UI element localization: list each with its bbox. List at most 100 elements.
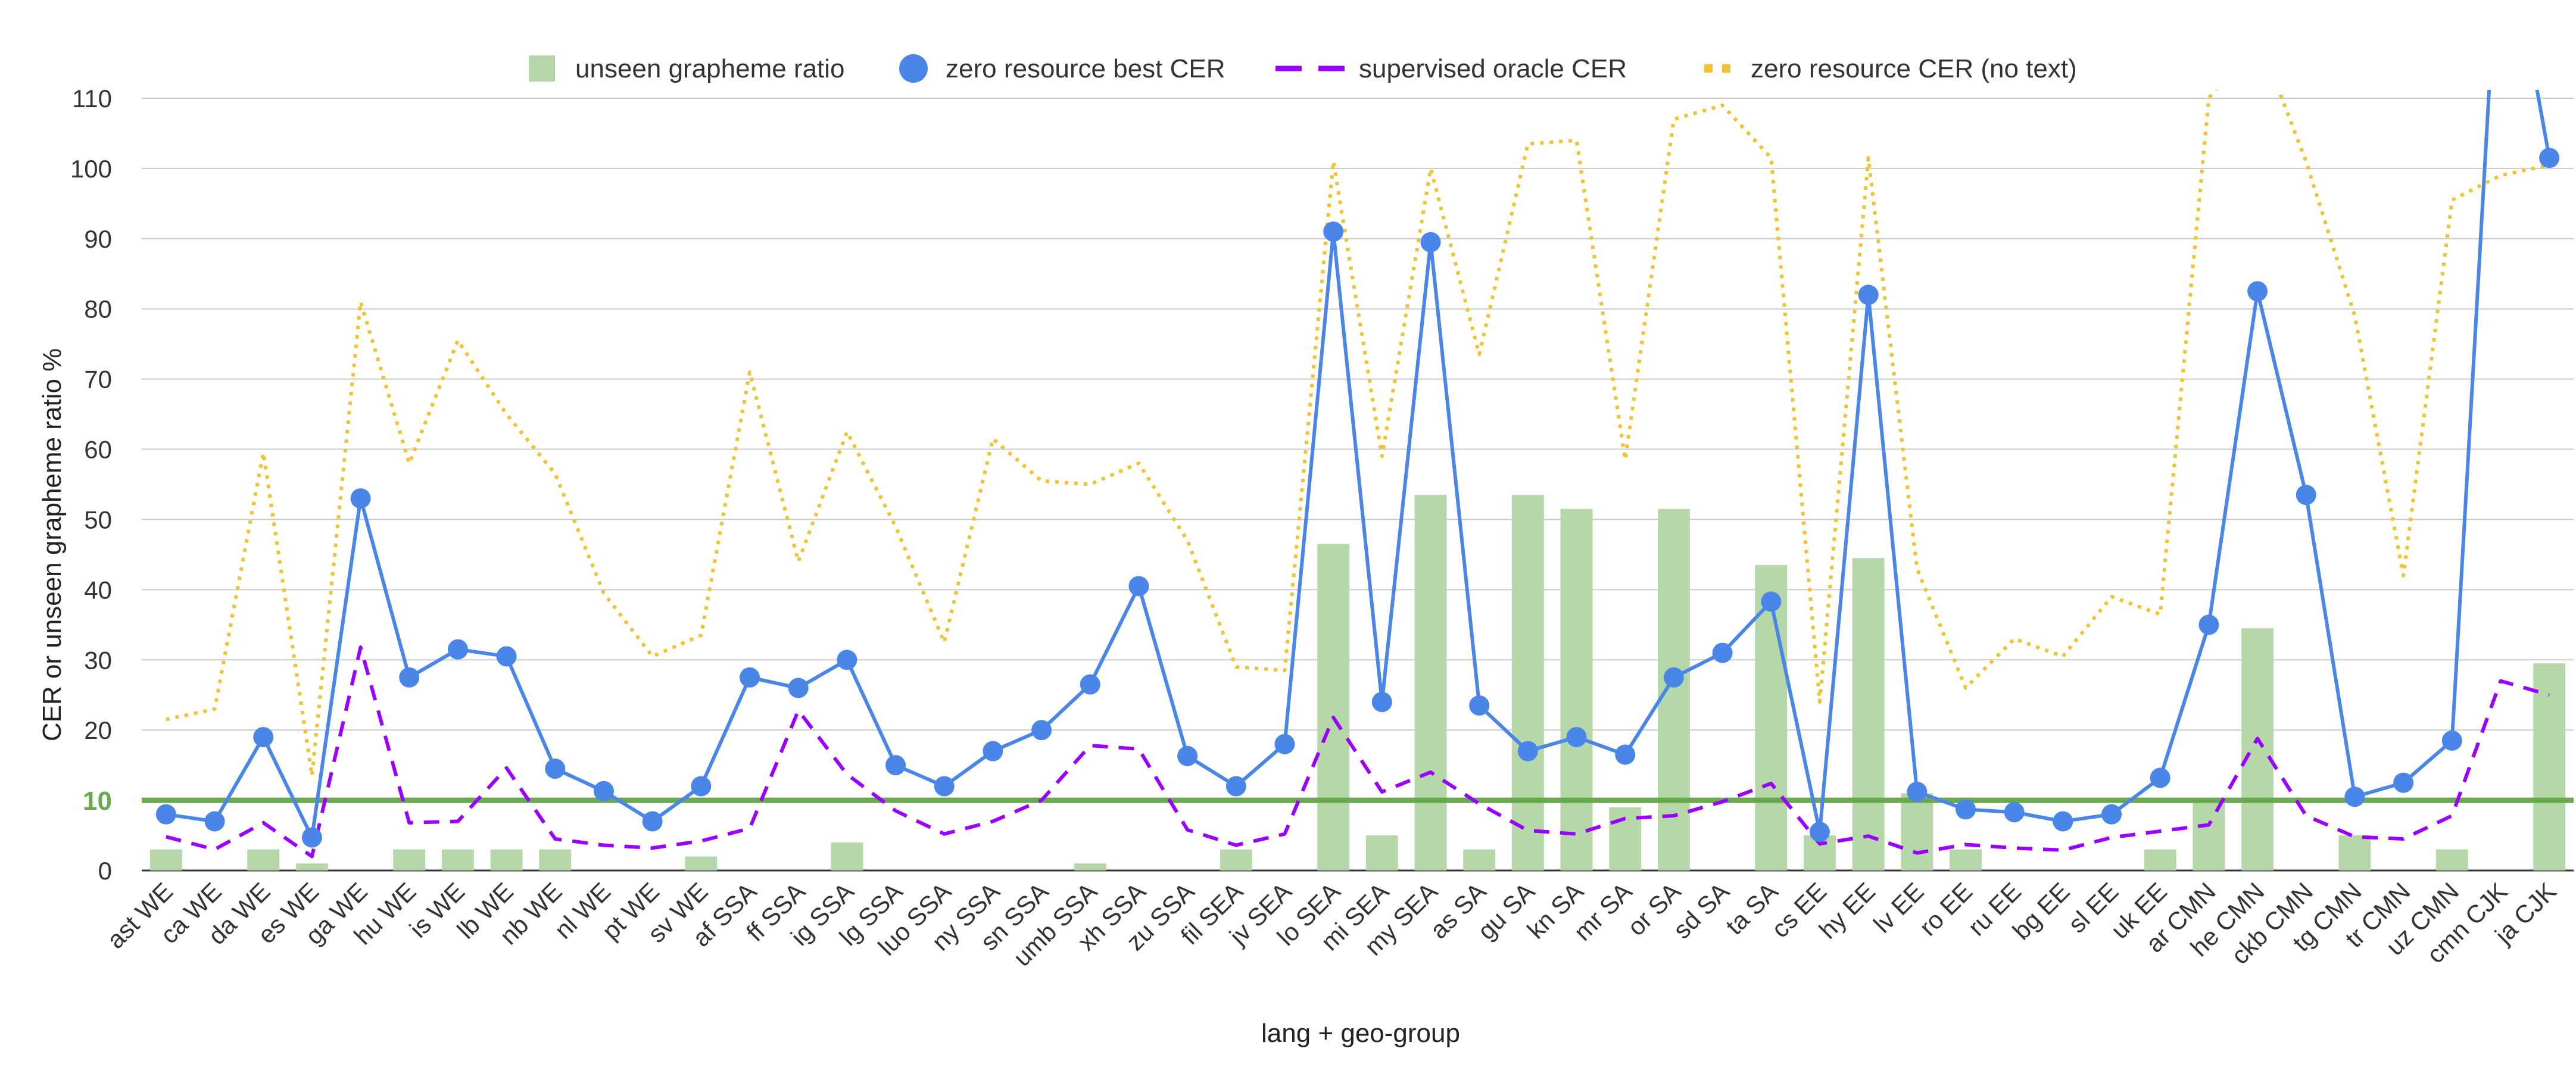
y-tick-label-100: 100	[70, 155, 112, 183]
marker-sn-SSA	[1031, 720, 1052, 741]
bar-uk-EE	[2144, 849, 2176, 870]
marker-ro-EE	[1956, 799, 1976, 820]
marker-or-SA	[1663, 667, 1684, 688]
marker-mi-SEA	[1371, 692, 1392, 713]
y-tick-label-60: 60	[84, 436, 112, 464]
bar-ig-SSA	[831, 842, 863, 870]
marker-ar-CMN	[2198, 614, 2219, 635]
marker-ckb-CMN	[2296, 485, 2316, 506]
y-tick-label-90: 90	[84, 225, 112, 253]
bar-ja-CJK	[2533, 663, 2566, 870]
marker-ig-SSA	[837, 650, 857, 670]
marker-sd-SA	[1712, 642, 1733, 663]
bar-is-WE	[441, 849, 474, 870]
marker-my-SEA	[1420, 232, 1441, 252]
marker-bg-EE	[2053, 811, 2073, 832]
bar-tg-CMN	[2338, 835, 2371, 870]
bar-ast-WE	[149, 849, 182, 870]
bar-ar-CMN	[2193, 800, 2225, 870]
bar-he-CMN	[2241, 628, 2274, 870]
y-tick-label-30: 30	[84, 646, 112, 674]
marker-xh-SSA	[1128, 576, 1149, 597]
x-axis-title: lang + geo-group	[1261, 1019, 1460, 1048]
marker-lv-EE	[1907, 781, 1928, 802]
y-tick-label-40: 40	[84, 576, 112, 604]
marker-af-SSA	[740, 667, 760, 688]
marker-tg-CMN	[2344, 787, 2365, 807]
y-tick-label-50: 50	[84, 506, 112, 533]
bar-fil-SEA	[1220, 849, 1252, 870]
marker-gu-SA	[1517, 741, 1538, 762]
marker-lb-WE	[496, 646, 517, 667]
marker-uz-CMN	[2441, 730, 2462, 751]
bar-lo-SEA	[1317, 544, 1350, 870]
marker-is-WE	[447, 639, 468, 660]
marker-as-SA	[1469, 695, 1490, 716]
marker-hy-EE	[1858, 285, 1879, 305]
marker-ca-WE	[204, 811, 225, 832]
bar-ta-SA	[1755, 565, 1788, 870]
bar-gu-SA	[1511, 495, 1544, 870]
y-tick-label-70: 70	[84, 366, 112, 394]
marker-luo-SSA	[934, 776, 955, 797]
bar-series	[149, 495, 2566, 870]
marker-jv-SEA	[1274, 734, 1295, 754]
marker-nl-WE	[593, 781, 614, 801]
y-tick-label-0: 0	[98, 857, 112, 885]
bar-or-SA	[1657, 508, 1690, 870]
marker-he-CMN	[2247, 281, 2268, 302]
legend-zero-resource-cer-no-text--label: zero resource CER (no text)	[1751, 54, 2077, 83]
legend-unseen-grapheme-ratio-swatch	[529, 55, 555, 82]
marker-lg-SSA	[885, 755, 906, 776]
bar-mi-SEA	[1365, 835, 1398, 870]
marker-fil-SEA	[1225, 776, 1246, 797]
line-zero-resource-cer-no-text-	[166, 90, 2550, 778]
marker-kn-SA	[1566, 726, 1587, 747]
bar-es-WE	[295, 863, 328, 870]
y-tick-label-110: 110	[72, 85, 112, 113]
marker-sv-WE	[691, 776, 712, 797]
bar-hu-WE	[393, 849, 426, 870]
marker-ja-CJK	[2539, 148, 2560, 169]
bar-sv-WE	[685, 856, 718, 870]
bar-lv-EE	[1901, 793, 1933, 870]
y-axis-title: CER or unseen grapheme ratio %	[38, 348, 67, 741]
legend-zero-resource-cer-no-text--swatch-b	[1722, 64, 1730, 73]
legend-unseen-grapheme-ratio-label: unseen grapheme ratio	[575, 54, 845, 83]
legend-zero-resource-best-cer-swatch	[899, 54, 928, 83]
marker-mr-SA	[1615, 744, 1636, 765]
marker-nb-WE	[545, 759, 566, 779]
marker-ff-SSA	[788, 678, 809, 698]
marker-ast-WE	[155, 804, 176, 825]
bar-as-SA	[1463, 849, 1496, 870]
marker-cs-EE	[1809, 822, 1830, 843]
reference-line-group: 10	[83, 787, 2574, 816]
bar-kn-SA	[1560, 508, 1593, 870]
marker-zu-SSA	[1177, 745, 1198, 766]
bar-nb-WE	[539, 849, 572, 870]
marker-ta-SA	[1761, 591, 1782, 612]
bar-ro-EE	[1950, 849, 1982, 870]
marker-series	[155, 148, 2560, 848]
reference-line-label: 10	[83, 787, 112, 816]
marker-lo-SEA	[1323, 221, 1344, 242]
marker-es-WE	[301, 827, 322, 848]
marker-sl-EE	[2101, 804, 2122, 825]
legend: unseen grapheme ratio zero resource best …	[529, 54, 2077, 83]
legend-zero-resource-best-cer-label: zero resource best CER	[946, 54, 1225, 83]
marker-tr-CMN	[2393, 772, 2414, 793]
line-supervised-oracle-cer	[166, 645, 2550, 859]
marker-pt-WE	[642, 811, 663, 832]
marker-ga-WE	[350, 488, 371, 509]
y-axis-tick-labels: 0 20 30 40 50 60 70 80 90 100 110	[70, 85, 112, 885]
bar-my-SEA	[1414, 495, 1447, 870]
legend-supervised-oracle-cer-label: supervised oracle CER	[1359, 54, 1627, 83]
marker-ru-EE	[2004, 802, 2025, 823]
marker-ny-SSA	[983, 741, 1003, 762]
marker-umb-SSA	[1080, 674, 1100, 695]
y-tick-label-80: 80	[84, 295, 112, 323]
bar-da-WE	[247, 849, 280, 870]
